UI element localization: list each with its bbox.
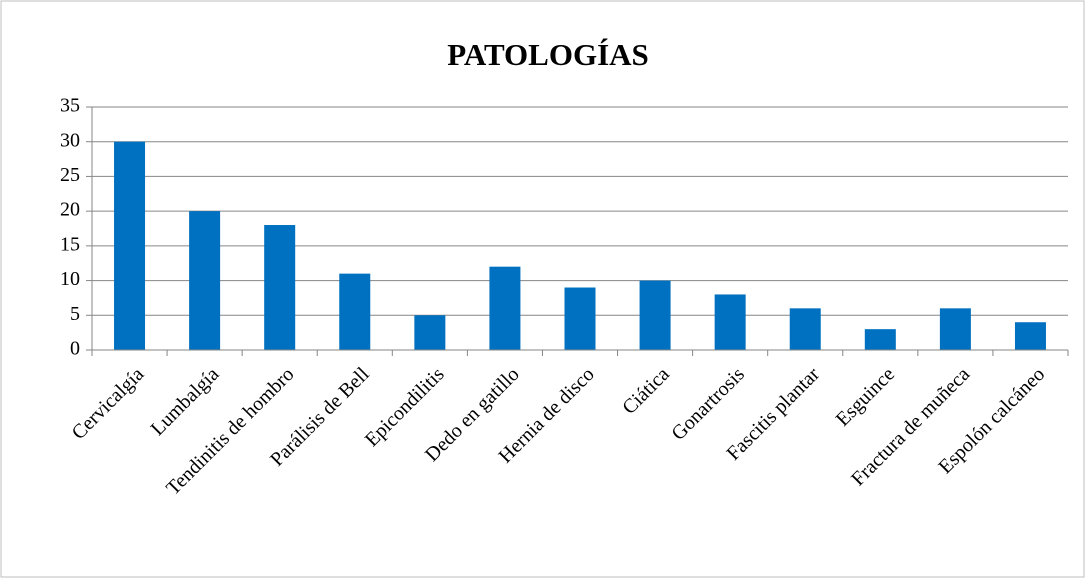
y-tick-label: 25 [60,164,80,186]
y-tick-label: 15 [60,233,80,255]
bar [864,329,896,350]
bar [564,287,596,350]
y-tick-label: 10 [60,268,80,290]
y-tick-label: 30 [60,129,80,151]
bar [939,308,971,350]
bar [339,273,371,350]
bar [114,141,146,350]
bar [639,280,671,350]
bar [1014,322,1046,350]
bar [789,308,821,350]
bar [714,294,746,350]
y-tick-label: 35 [60,95,80,117]
bar [189,211,221,350]
bar [489,266,521,350]
y-tick-label: 20 [60,199,80,221]
chart-title: PATOLOGÍAS [447,37,649,72]
y-tick-label: 5 [70,303,80,325]
y-tick-label: 0 [70,338,80,360]
bar [414,315,446,350]
bar [264,225,296,350]
